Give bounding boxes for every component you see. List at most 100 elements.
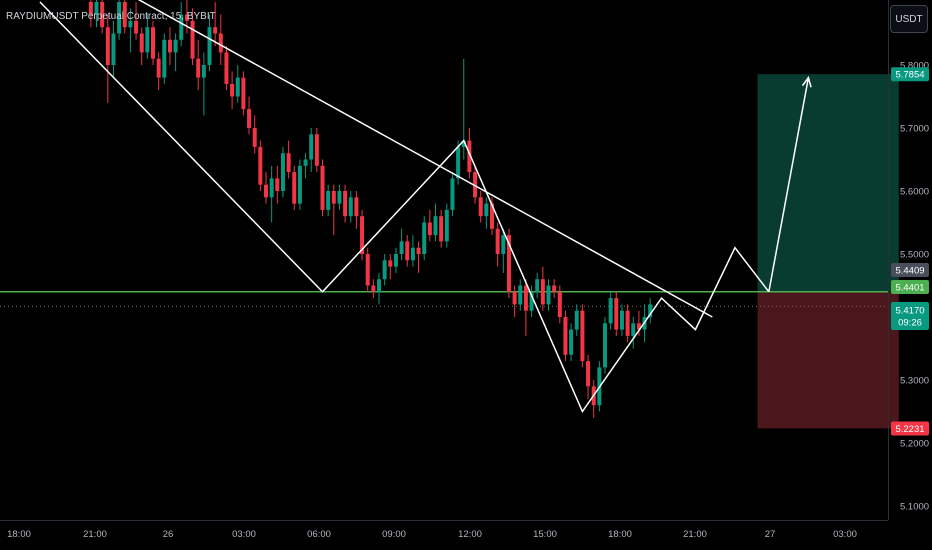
candle-body — [128, 20, 133, 28]
candle — [190, 8, 195, 65]
candle-body — [501, 235, 506, 254]
candle — [388, 254, 393, 280]
candle-body — [286, 153, 291, 173]
candle — [360, 209, 365, 261]
candle — [94, 0, 99, 28]
candle — [393, 247, 398, 273]
candle-body — [552, 285, 557, 292]
zigzag-path — [39, 1, 770, 414]
target-badge-text: 5.7854 — [895, 70, 924, 81]
currency-button[interactable]: USDT — [890, 5, 928, 33]
candle-body — [162, 39, 167, 78]
candle — [156, 52, 161, 91]
candle-body — [608, 298, 613, 324]
stop-badge: 5.2231 — [891, 421, 929, 436]
y-tick-label: 5.7000 — [900, 124, 929, 135]
candle — [416, 241, 421, 273]
y-tick-label: 5.5000 — [900, 250, 929, 261]
candle — [456, 140, 461, 185]
candle — [450, 172, 455, 217]
x-tick-label: 06:00 — [307, 529, 331, 540]
candle-body — [100, 1, 105, 28]
candle-body — [490, 203, 494, 229]
candle-body — [88, 1, 93, 15]
candle-body — [269, 178, 274, 198]
breakout-badge-text: 5.4409 — [895, 266, 924, 277]
last-price-badge-bg — [891, 302, 929, 330]
y-tick-label: 5.1000 — [900, 502, 929, 513]
candle-body — [433, 216, 438, 236]
candle — [224, 46, 229, 91]
candle — [235, 65, 240, 103]
candle-body — [111, 33, 116, 65]
candle-body — [230, 83, 235, 97]
target-badge: 5.7854 — [891, 67, 929, 82]
candle-body — [218, 33, 223, 53]
candle-body — [354, 197, 359, 217]
candle — [247, 96, 252, 135]
last-price-badge-text: 5.4170 — [895, 306, 924, 317]
candle-body — [348, 197, 353, 217]
candle-body — [580, 310, 585, 362]
x-tick-label: 03:00 — [833, 529, 857, 540]
breakout-badge: 5.4409 — [891, 263, 929, 277]
candle-body — [224, 52, 229, 84]
axes: 5.8000 5.7000 5.6000 5.5000 5.3000 5.2000 5.10… — [0, 0, 929, 540]
candle-body — [512, 291, 517, 305]
candle-body — [563, 317, 568, 355]
candle — [326, 184, 331, 217]
candle — [484, 197, 489, 229]
candle — [117, 0, 122, 40]
candle — [134, 1, 139, 40]
candle-body — [439, 216, 444, 242]
candle-body — [371, 285, 376, 292]
candle-body — [484, 203, 489, 217]
candle — [128, 8, 133, 53]
profit-zone — [757, 74, 899, 292]
candle — [382, 254, 387, 286]
y-tick-label: 5.2000 — [900, 439, 929, 450]
candle — [427, 209, 432, 242]
y-tick-label: 5.8000 — [900, 61, 929, 72]
candle — [495, 222, 500, 267]
candle-body — [648, 304, 653, 317]
candle — [264, 172, 268, 204]
candle-body — [586, 361, 591, 387]
candle — [631, 317, 636, 349]
candle — [563, 310, 568, 362]
candle — [580, 304, 585, 368]
x-tick-label: 09:00 — [382, 529, 406, 540]
candle — [201, 52, 206, 116]
candle-body — [473, 172, 478, 198]
candle-body — [614, 298, 619, 330]
candle — [512, 285, 517, 317]
candle — [574, 304, 579, 336]
candle-body — [529, 291, 534, 311]
candle-body — [235, 77, 240, 97]
x-tick-label: 26 — [163, 529, 174, 540]
stop-badge-bg — [891, 421, 929, 436]
drawings — [39, 0, 812, 414]
candle-body — [247, 109, 252, 128]
candle — [309, 128, 314, 173]
candle — [275, 165, 280, 204]
horizontal-level — [0, 290, 888, 307]
candle-body — [196, 58, 201, 78]
candle-body — [535, 279, 540, 292]
candle — [365, 247, 370, 292]
candle-body — [360, 216, 365, 254]
candle-body — [309, 134, 314, 160]
candle-body — [117, 1, 122, 34]
candle-body — [399, 241, 404, 254]
candle-body — [94, 1, 99, 15]
level-badge-bg — [891, 280, 929, 294]
level-badge: 5.4401 — [891, 280, 929, 294]
candle — [343, 184, 348, 223]
candle — [552, 279, 557, 299]
candle — [603, 317, 607, 374]
candle — [173, 33, 178, 72]
candle — [439, 209, 444, 248]
candle-body — [326, 191, 331, 210]
